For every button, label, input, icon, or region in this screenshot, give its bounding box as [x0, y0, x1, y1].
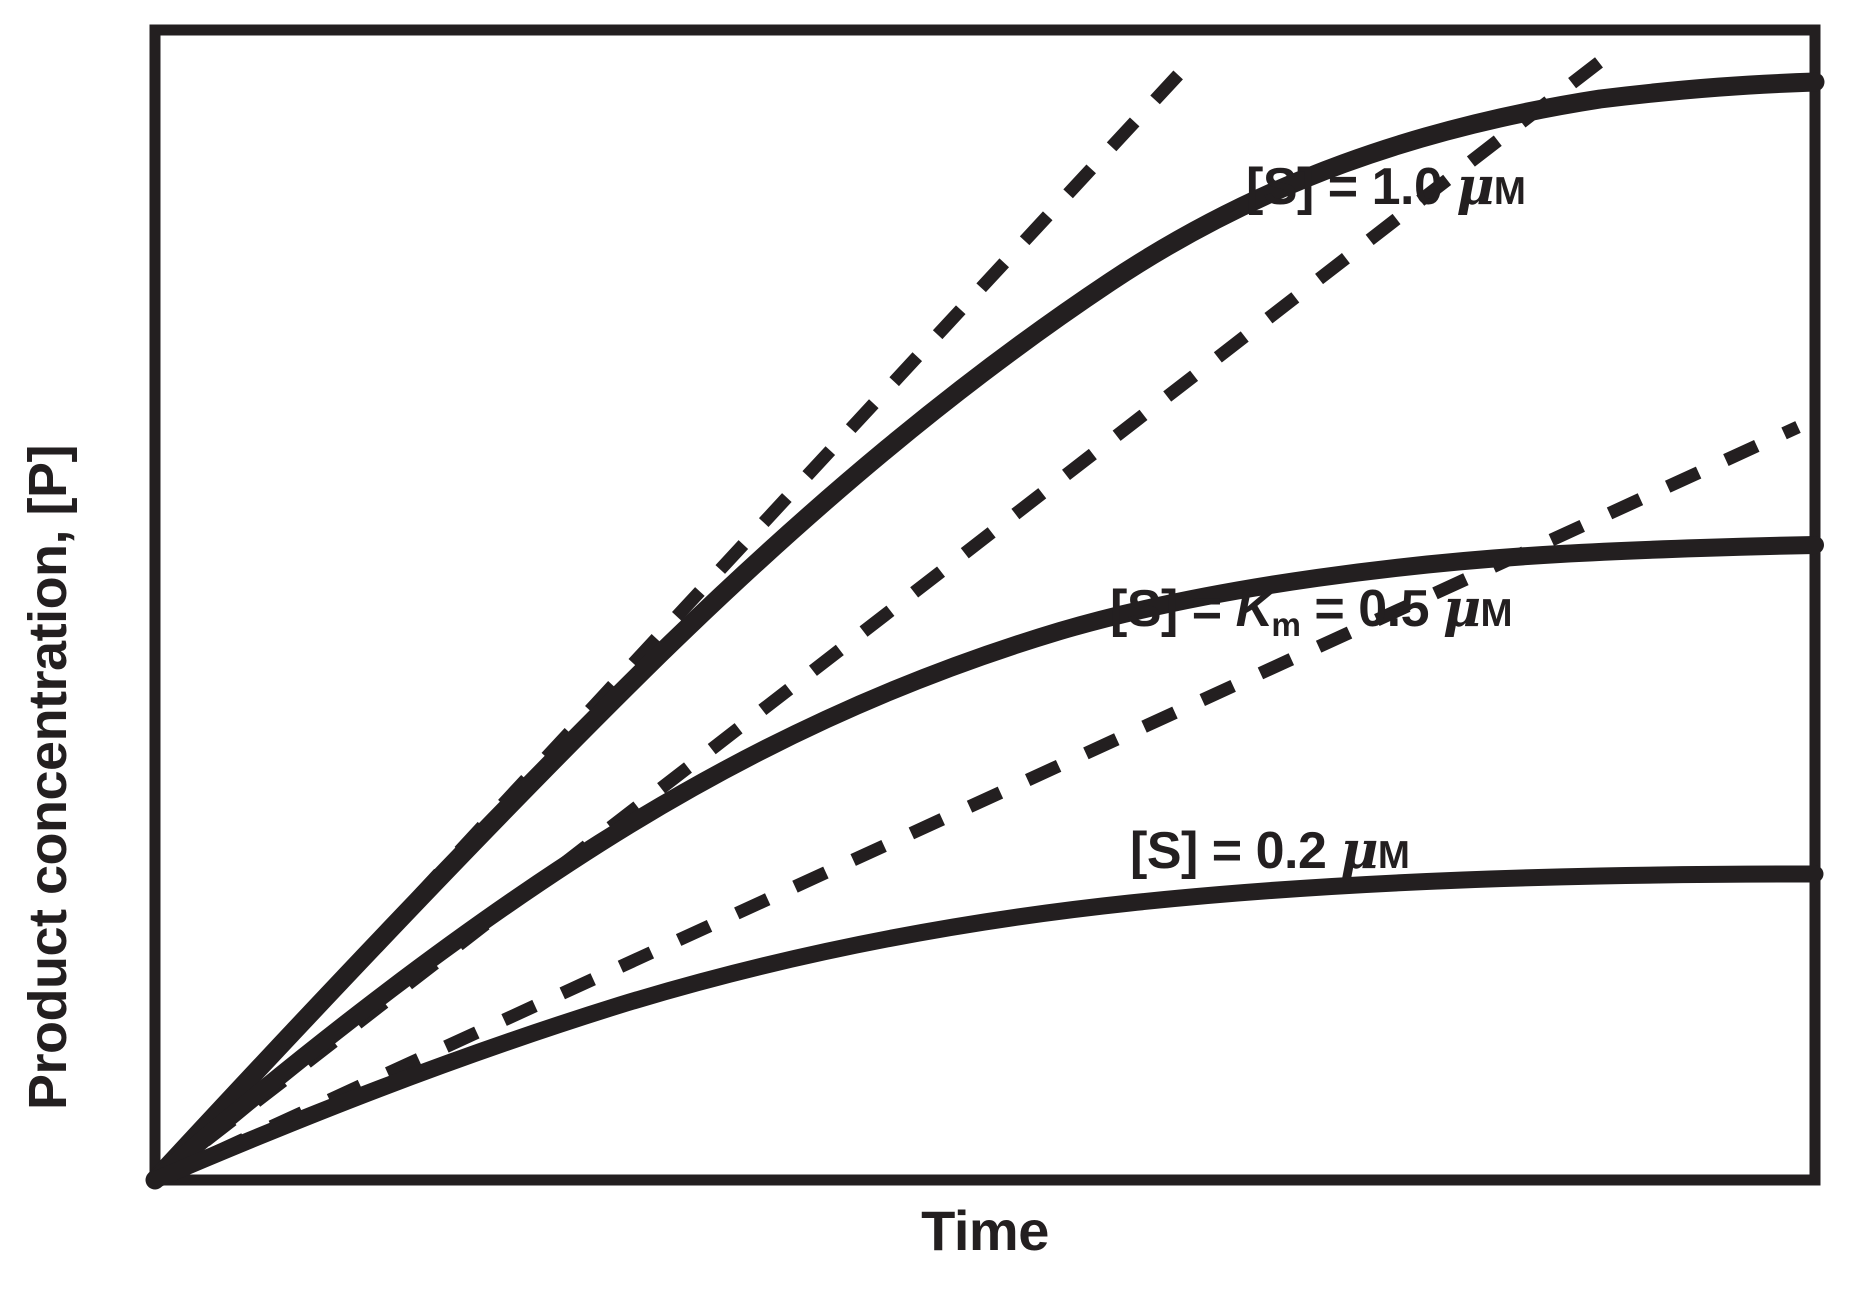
annotation-bracket-s: [S]	[1130, 822, 1198, 880]
annotation-equals-second: =	[1314, 580, 1345, 638]
annotation-equals: =	[1327, 158, 1358, 216]
progress-curves-group	[145, 72, 1825, 1190]
annotation-value: 1.0	[1371, 158, 1443, 216]
annotation-bracket-s: [S]	[1110, 580, 1178, 638]
curve-annotation-km-05uM: [S] = Km = 0.5 μM	[1110, 578, 1513, 645]
curve-annotation-1uM: [S] = 1.0 μM	[1246, 156, 1526, 217]
annotation-mu-symbol: μ	[1340, 820, 1378, 881]
annotation-molar-unit: M	[1493, 170, 1526, 213]
annotation-value: 0.5	[1358, 580, 1430, 638]
curve-km-05uM	[146, 536, 1824, 1189]
tangent-line-02uM	[152, 421, 1801, 1186]
curve-1uM	[145, 72, 1825, 1190]
annotation-mu-symbol: μ	[1442, 578, 1481, 639]
annotation-km-subscript: m	[1271, 606, 1301, 644]
annotation-bracket-s: [S]	[1246, 158, 1314, 216]
annotation-value: 0.2	[1255, 822, 1327, 880]
annotation-molar-unit: M	[1377, 834, 1410, 877]
curve-annotation-02uM: [S] = 0.2 μM	[1130, 820, 1410, 881]
annotation-equals-first: =	[1191, 580, 1222, 638]
annotation-mu-symbol: μ	[1456, 156, 1494, 217]
tangent-lines-group	[150, 54, 1801, 1186]
tangent-line-km-05uM	[151, 54, 1606, 1186]
plot-frame	[149, 24, 1821, 1186]
annotation-molar-unit: M	[1480, 592, 1513, 635]
x-axis-title: Time	[921, 1199, 1049, 1262]
annotation-equals: =	[1211, 822, 1242, 880]
annotation-km-symbol: K	[1235, 580, 1274, 638]
curve-02uM	[146, 865, 1824, 1189]
